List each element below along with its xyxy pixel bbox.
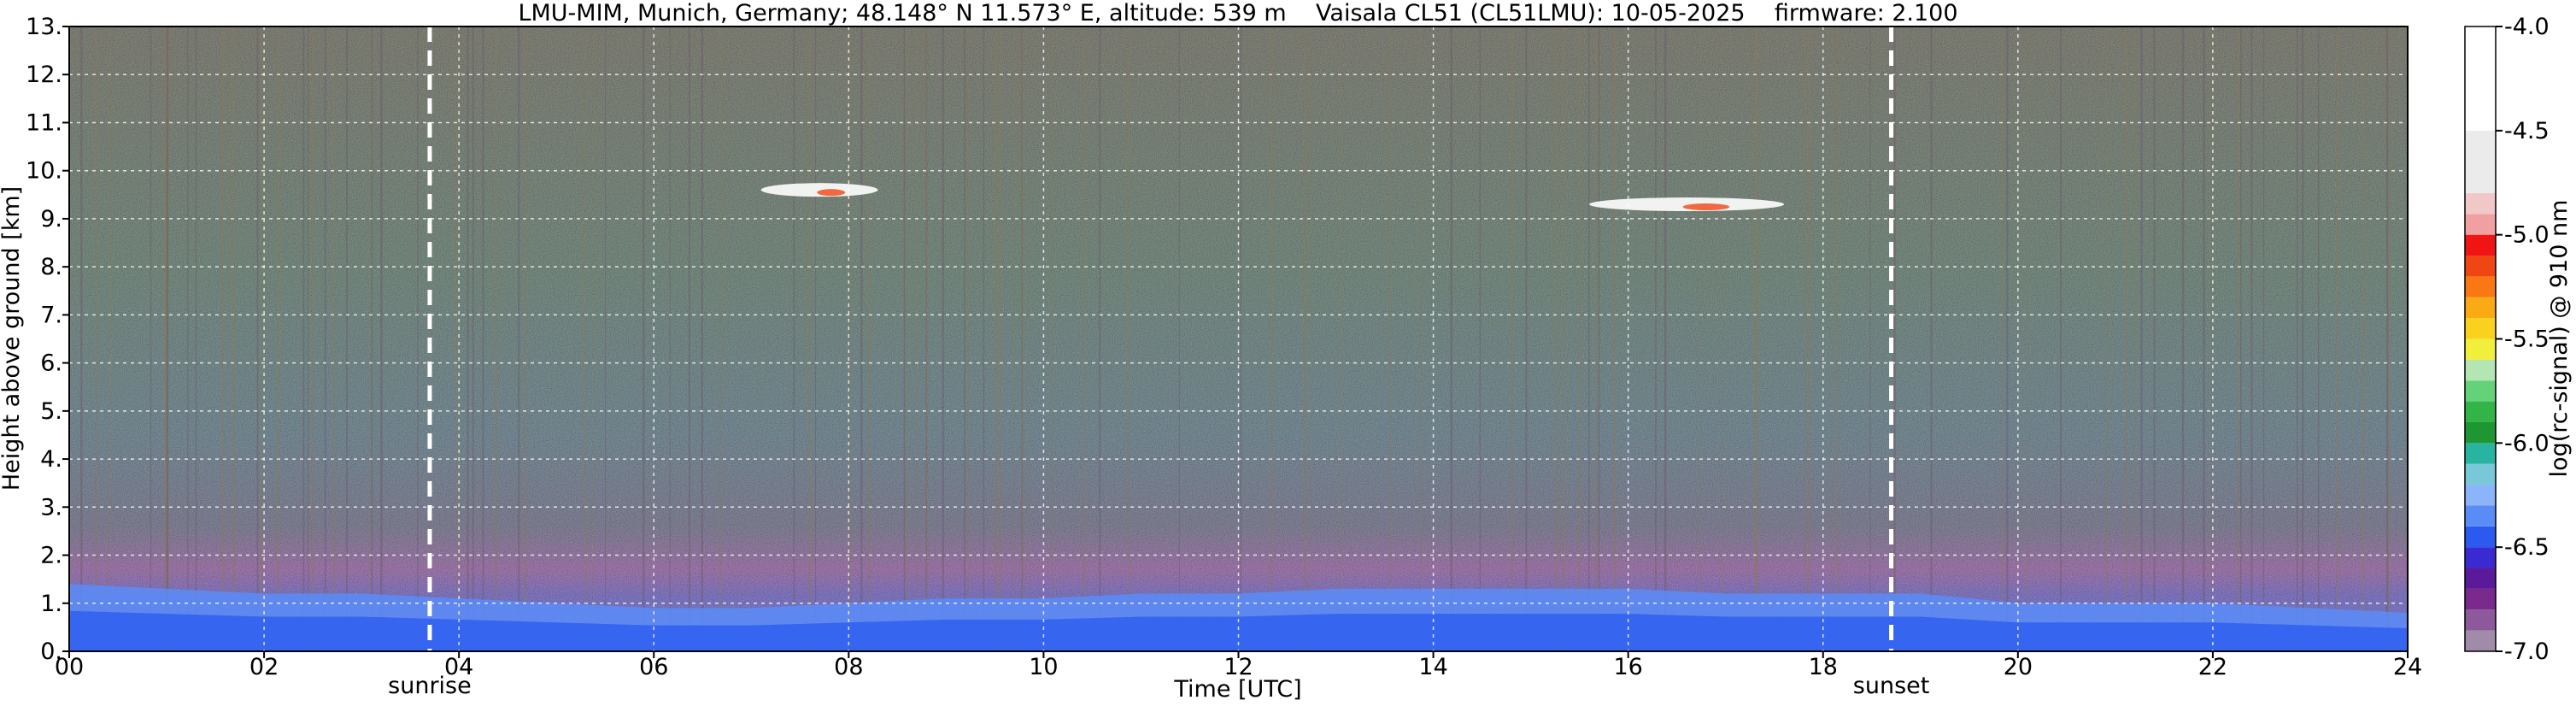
grid bbox=[69, 26, 2408, 651]
colorbar-segment bbox=[2465, 401, 2496, 422]
x-tick-label: 24 bbox=[2393, 654, 2422, 680]
x-tick-label: 14 bbox=[1418, 654, 1447, 680]
colorbar-segment bbox=[2465, 485, 2496, 506]
sunrise-label: sunrise bbox=[388, 673, 472, 699]
y-tick-label: 3. bbox=[40, 494, 62, 521]
colorbar-tick-label: -6.0 bbox=[2504, 430, 2550, 456]
x-tick-label: 22 bbox=[2198, 654, 2227, 680]
colorbar-segment bbox=[2465, 256, 2496, 277]
cirrus-cloud bbox=[1589, 197, 1785, 212]
y-axis-label: Height above ground [km] bbox=[0, 186, 25, 491]
colorbar-segment bbox=[2465, 421, 2496, 444]
colorbar-segment bbox=[2465, 276, 2496, 297]
data-gap-stripes bbox=[80, 26, 2391, 651]
sun-event-labels: sunrise sunset bbox=[388, 673, 1929, 699]
y-tick-label: 10. bbox=[26, 158, 62, 185]
x-tick-label: 10 bbox=[1029, 654, 1058, 680]
colorbar-segment bbox=[2465, 380, 2496, 402]
colorbar-segment bbox=[2465, 192, 2496, 215]
sun-event-lines bbox=[427, 26, 1894, 651]
x-tick-label: 18 bbox=[1809, 654, 1838, 680]
x-tick-label: 04 bbox=[444, 654, 473, 680]
x-axis-ticks: 00 02 04 06 08 10 12 14 16 18 20 22 24 bbox=[55, 651, 2422, 680]
y-tick-label: 0. bbox=[40, 638, 62, 665]
colorbar-ticks: -7.0 -6.5 -6.0 -5.5 -5.0 -4.5 -4.0 bbox=[2496, 14, 2550, 665]
colorbar-tick-label: -6.5 bbox=[2504, 534, 2550, 561]
cirrus-cloud-core bbox=[817, 189, 846, 197]
y-tick-label: 1. bbox=[40, 591, 62, 617]
x-tick-label: 20 bbox=[2004, 654, 2033, 680]
colorbar-segment bbox=[2465, 338, 2496, 360]
y-tick-label: 9. bbox=[40, 206, 62, 232]
y-axis-ticks: 0. 1. 2. 3. 4. 5. 6. 7. 8. 9. 10. 11. 12. 13. bbox=[26, 14, 69, 665]
y-tick-label: 2. bbox=[40, 543, 62, 569]
colorbar-segment bbox=[2465, 297, 2496, 319]
y-tick-label: 4. bbox=[40, 446, 62, 473]
cirrus-cloud-core bbox=[1682, 203, 1730, 211]
y-tick-label: 12. bbox=[26, 62, 62, 88]
colorbar-segment bbox=[2465, 547, 2496, 568]
colorbar-tick-label: -4.0 bbox=[2504, 14, 2550, 40]
x-axis-label: Time [UTC] bbox=[1173, 676, 1301, 703]
colorbar-segment bbox=[2465, 359, 2496, 381]
colorbar-tick-label: -4.5 bbox=[2504, 118, 2550, 144]
y-tick-label: 13. bbox=[26, 14, 62, 40]
y-tick-label: 11. bbox=[26, 109, 62, 136]
y-tick-label: 8. bbox=[40, 254, 62, 280]
colorbar-label: log(rc-signal) @ 910 nm bbox=[2546, 200, 2573, 478]
colorbar-segment bbox=[2465, 318, 2496, 339]
x-tick-label: 02 bbox=[249, 654, 279, 680]
x-tick-label: 12 bbox=[1223, 654, 1253, 680]
colorbar-segment bbox=[2465, 234, 2496, 256]
colorbar-segment bbox=[2465, 130, 2496, 193]
cirrus-cloud bbox=[760, 183, 878, 197]
colorbar-tick-label: -5.5 bbox=[2504, 327, 2550, 353]
colorbar-segment bbox=[2465, 526, 2496, 548]
plot-area bbox=[69, 26, 2408, 651]
x-tick-label: 08 bbox=[834, 654, 863, 680]
colorbar-segment bbox=[2465, 214, 2496, 235]
y-tick-label: 6. bbox=[40, 350, 62, 377]
colorbar-segment bbox=[2465, 26, 2496, 131]
colorbar-segment bbox=[2465, 588, 2496, 610]
colorbar-segment bbox=[2465, 505, 2496, 527]
colorbar-tick-label: -5.0 bbox=[2504, 222, 2550, 249]
colorbar-segment bbox=[2465, 630, 2496, 651]
y-tick-label: 5. bbox=[40, 398, 62, 425]
chart-title: LMU-MIM, Munich, Germany; 48.148° N 11.5… bbox=[518, 0, 1957, 26]
cirrus-clouds bbox=[760, 183, 1785, 212]
x-tick-label: 00 bbox=[55, 654, 84, 680]
y-tick-label: 7. bbox=[40, 302, 62, 328]
sunset-label: sunset bbox=[1853, 673, 1930, 699]
colorbar-segment bbox=[2465, 568, 2496, 589]
colorbar-segment bbox=[2465, 463, 2496, 485]
colorbar-segment bbox=[2465, 609, 2496, 631]
backscatter-noise bbox=[69, 26, 2408, 651]
colorbar-segment bbox=[2465, 443, 2496, 464]
colorbar bbox=[2465, 26, 2496, 651]
x-tick-label: 06 bbox=[639, 654, 668, 680]
x-tick-label: 16 bbox=[1613, 654, 1642, 680]
colorbar-tick-label: -7.0 bbox=[2504, 638, 2550, 665]
